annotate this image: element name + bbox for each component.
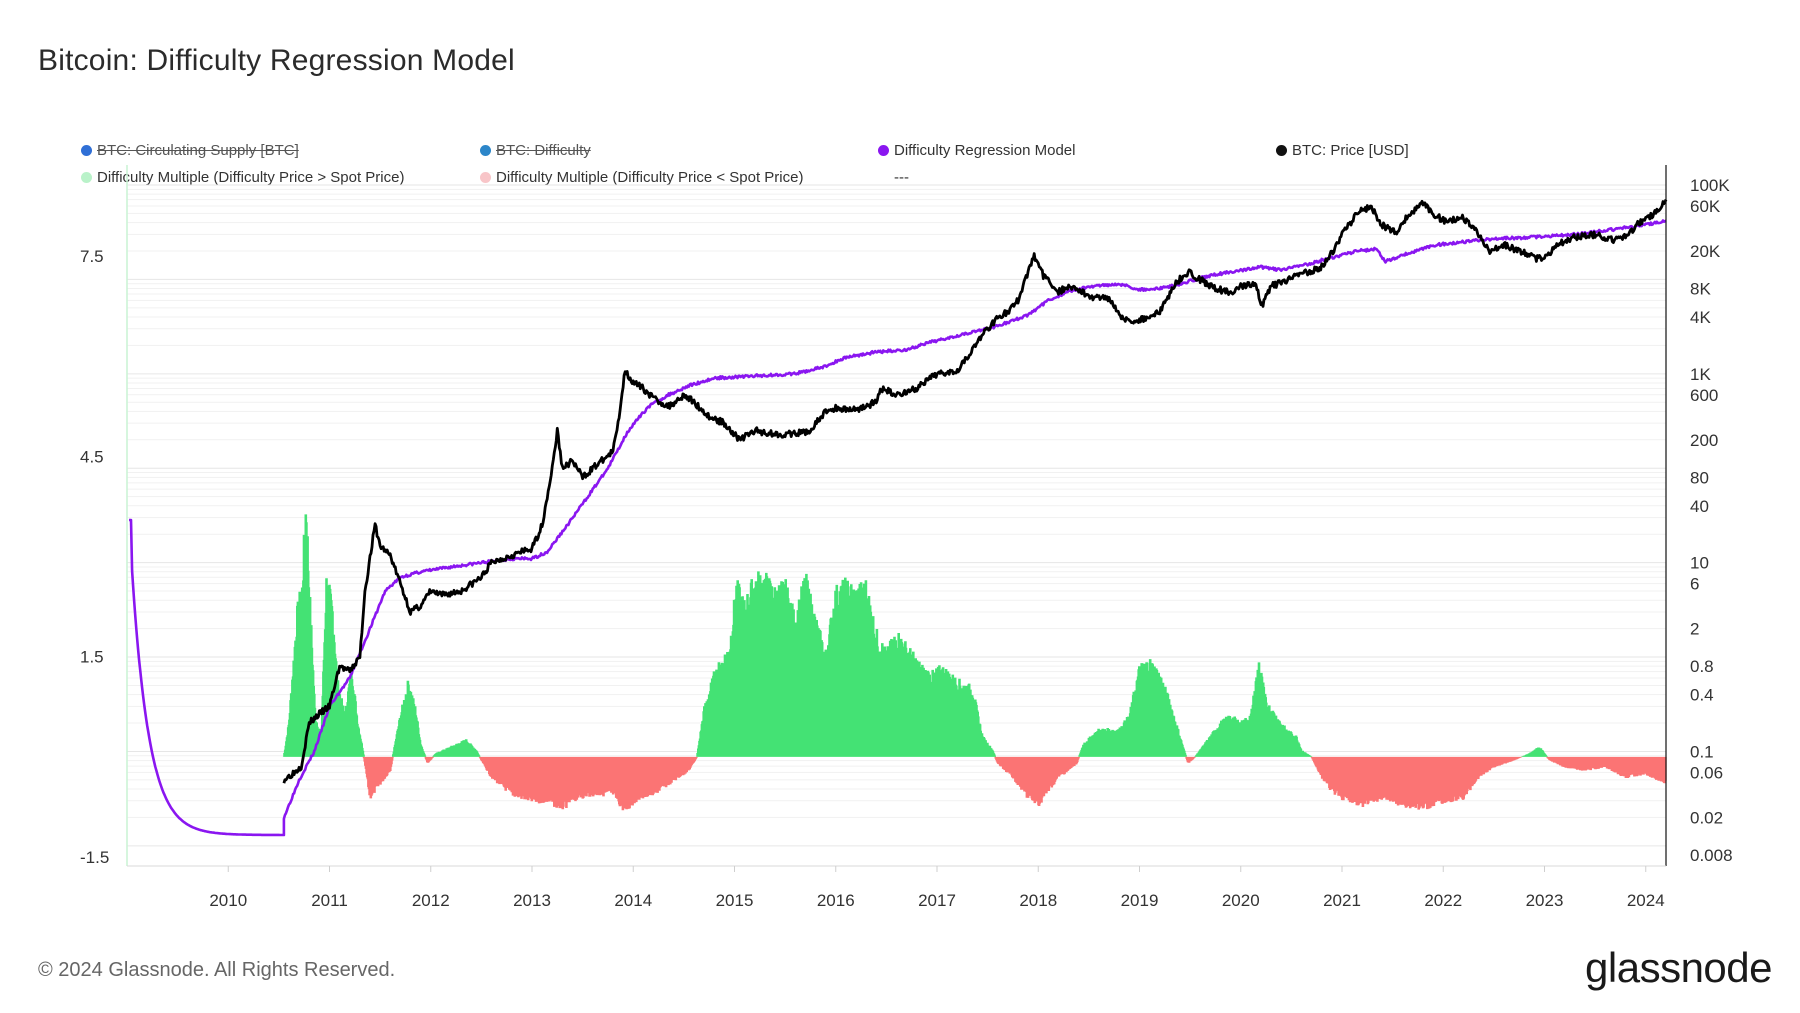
x-tick-label: 2019 (1121, 891, 1159, 910)
legend-label: --- (894, 169, 909, 186)
x-tick-label: 2016 (817, 891, 855, 910)
axis-layer: 7.5 4.5 1.5 -1.5 100K 60K 20K 8K 4K 1K 600 200 80 40 1… (80, 165, 1733, 910)
legend-item-multiple-negative[interactable]: Difficulty Multiple (Difficulty Price < … (480, 169, 803, 186)
price-line (282, 199, 1668, 784)
copyright-footer: © 2024 Glassnode. All Rights Reserved. (38, 959, 396, 981)
right-tick-label: 6 (1690, 575, 1699, 594)
right-tick-label: 1K (1690, 365, 1711, 384)
legend-dot-icon (480, 145, 491, 156)
legend-item-regression-model[interactable]: Difficulty Regression Model (878, 142, 1075, 159)
right-tick-label: 0.1 (1690, 742, 1714, 761)
right-tick-label: 600 (1690, 386, 1718, 405)
regression-model-line (128, 219, 1667, 837)
right-tick-label: 0.8 (1690, 657, 1714, 676)
right-tick-label: 100K (1690, 176, 1730, 195)
right-tick-label: 10 (1690, 554, 1709, 573)
right-tick-label: 80 (1690, 468, 1709, 487)
right-tick-label: 2 (1690, 620, 1699, 639)
right-tick-label: 4K (1690, 308, 1711, 327)
x-tick-label: 2011 (311, 891, 348, 910)
legend-dot-icon (878, 145, 889, 156)
right-tick-label: 0.4 (1690, 686, 1714, 705)
legend-item-multiple-positive[interactable]: Difficulty Multiple (Difficulty Price > … (81, 169, 404, 186)
legend-dot-icon (480, 172, 491, 183)
legend-label: Difficulty Multiple (Difficulty Price < … (496, 169, 804, 186)
legend-label: BTC: Price [USD] (1292, 142, 1409, 159)
x-tick-label: 2012 (412, 891, 450, 910)
legend-item-difficulty[interactable]: BTC: Difficulty (480, 142, 591, 159)
right-tick-label: 0.008 (1690, 846, 1733, 865)
x-tick-label: 2022 (1424, 891, 1462, 910)
multiple-positive-bars (282, 514, 1549, 757)
right-tick-label: 8K (1690, 280, 1711, 299)
line-layer (128, 199, 1668, 837)
legend-item-dashes[interactable]: --- (894, 169, 909, 186)
x-tick-label: 2020 (1222, 891, 1260, 910)
x-tick-label: 2010 (209, 891, 247, 910)
x-tick-label: 2023 (1526, 891, 1564, 910)
legend-label: Difficulty Multiple (Difficulty Price > … (97, 169, 405, 186)
right-tick-label: 0.06 (1690, 763, 1723, 782)
legend-label: Difficulty Regression Model (894, 142, 1076, 159)
x-tick-label: 2017 (918, 891, 956, 910)
chart-title: Bitcoin: Difficulty Regression Model (38, 44, 515, 77)
legend-dot-icon (81, 145, 92, 156)
right-tick-label: 40 (1690, 497, 1709, 516)
right-tick-label: 60K (1690, 197, 1721, 216)
x-tick-label: 2014 (614, 891, 652, 910)
right-tick-label: 0.02 (1690, 808, 1723, 827)
legend-label: BTC: Difficulty (496, 142, 591, 159)
glassnode-logo: glassnode (1585, 944, 1772, 991)
legend-label: BTC: Circulating Supply [BTC] (97, 142, 299, 159)
x-tick-label: 2024 (1627, 891, 1665, 910)
legend-item-price[interactable]: BTC: Price [USD] (1276, 142, 1409, 159)
left-tick-label: 7.5 (80, 247, 104, 266)
left-tick-label: 1.5 (80, 648, 104, 667)
left-tick-label: 4.5 (80, 447, 104, 466)
x-tick-label: 2021 (1323, 891, 1361, 910)
x-tick-label: 2018 (1019, 891, 1057, 910)
x-tick-label: 2013 (513, 891, 551, 910)
legend-dot-icon (1276, 145, 1287, 156)
left-tick-label: -1.5 (80, 848, 109, 867)
right-tick-label: 200 (1690, 431, 1718, 450)
x-tick-label: 2015 (716, 891, 754, 910)
multiple-negative-bars (362, 756, 1667, 811)
legend-item-circulating-supply[interactable]: BTC: Circulating Supply [BTC] (81, 142, 299, 159)
legend-dot-icon (81, 172, 92, 183)
right-tick-label: 20K (1690, 242, 1721, 261)
difficulty-multiple-area (282, 514, 1667, 811)
